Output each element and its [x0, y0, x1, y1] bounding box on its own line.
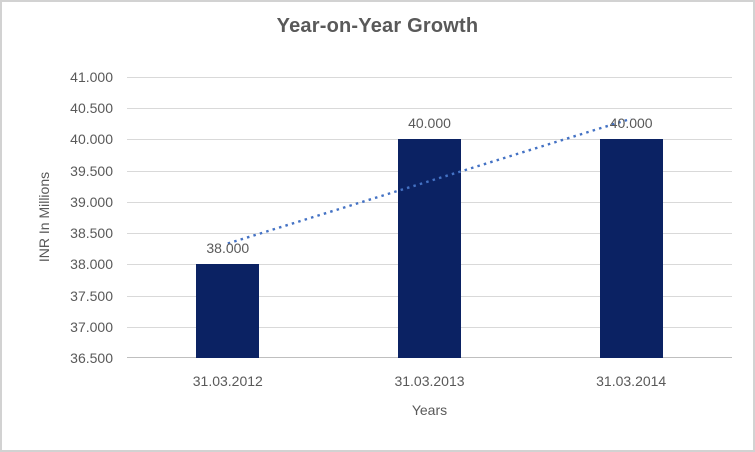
bar — [599, 139, 663, 358]
bar-data-label: 40.000 — [609, 115, 653, 132]
y-tick-label: 39.500 — [70, 162, 113, 179]
x-tick-label: 31.03.2013 — [394, 373, 465, 389]
y-tick-label: 41.000 — [70, 69, 113, 85]
x-tick-label: 31.03.2014 — [596, 373, 667, 389]
plot-area — [127, 77, 732, 358]
chart-title: Year-on-Year Growth — [276, 15, 479, 37]
y-tick-label: 38.500 — [70, 225, 113, 242]
y-axis-title: INR In Millions — [36, 171, 52, 263]
gridline — [127, 108, 732, 110]
bar — [398, 139, 461, 358]
y-tick-label: 37.000 — [70, 318, 113, 335]
bar-data-label: 38.000 — [206, 240, 250, 257]
y-tick-label: 39.000 — [70, 193, 113, 210]
y-tick-label: 37.500 — [70, 287, 113, 304]
bar — [196, 264, 260, 358]
y-tick-label: 40.000 — [70, 131, 113, 148]
y-tick-label: 40.500 — [70, 100, 113, 117]
y-tick-label: 38.000 — [70, 256, 113, 273]
bar-data-label: 40.000 — [408, 115, 451, 132]
y-tick-label: 36.500 — [70, 350, 113, 366]
gridline — [127, 77, 732, 78]
x-axis-title: Years — [411, 402, 448, 418]
x-tick-label: 31.03.2012 — [192, 373, 263, 389]
